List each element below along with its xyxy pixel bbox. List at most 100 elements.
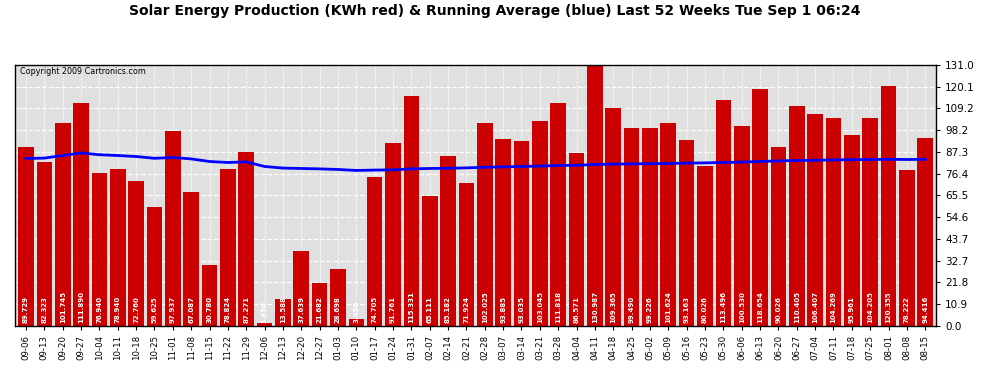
Bar: [477, 123, 493, 326]
Text: 82.323: 82.323: [42, 297, 48, 324]
Bar: [679, 140, 694, 326]
Text: 85.182: 85.182: [446, 297, 451, 324]
Text: 93.885: 93.885: [500, 297, 506, 324]
Text: 78.824: 78.824: [225, 296, 231, 324]
Bar: [422, 196, 438, 326]
Bar: [165, 131, 180, 326]
Text: 67.087: 67.087: [188, 297, 194, 324]
Text: 106.407: 106.407: [812, 291, 818, 324]
Bar: [37, 162, 52, 326]
Text: 28.698: 28.698: [335, 297, 341, 324]
Text: 111.818: 111.818: [555, 291, 561, 324]
Text: 110.405: 110.405: [794, 291, 800, 324]
Text: 86.571: 86.571: [573, 297, 579, 324]
Text: 101.745: 101.745: [59, 291, 65, 324]
Bar: [770, 147, 786, 326]
Text: 1.650: 1.650: [261, 302, 267, 324]
Bar: [660, 123, 676, 326]
Text: 71.924: 71.924: [463, 296, 469, 324]
Text: 109.365: 109.365: [610, 292, 616, 324]
Bar: [606, 108, 621, 326]
Text: 99.226: 99.226: [646, 297, 653, 324]
Text: 89.729: 89.729: [23, 297, 29, 324]
Text: 101.624: 101.624: [665, 292, 671, 324]
Text: 93.035: 93.035: [519, 297, 525, 324]
Text: 87.271: 87.271: [244, 297, 249, 324]
Bar: [697, 166, 713, 326]
Bar: [568, 153, 584, 326]
Text: 90.026: 90.026: [775, 297, 781, 324]
Text: 97.937: 97.937: [170, 296, 176, 324]
Bar: [404, 96, 419, 326]
Text: 130.987: 130.987: [592, 291, 598, 324]
Text: 21.682: 21.682: [317, 297, 323, 324]
Text: 37.639: 37.639: [298, 297, 304, 324]
Bar: [348, 319, 364, 326]
Bar: [532, 121, 547, 326]
Bar: [752, 90, 768, 326]
Bar: [202, 264, 218, 326]
Bar: [293, 251, 309, 326]
Bar: [312, 283, 328, 326]
Text: Solar Energy Production (KWh red) & Running Average (blue) Last 52 Weeks Tue Sep: Solar Energy Production (KWh red) & Runn…: [130, 4, 860, 18]
Bar: [716, 100, 732, 326]
Bar: [550, 103, 566, 326]
Bar: [367, 177, 382, 326]
Text: 30.780: 30.780: [207, 296, 213, 324]
Text: 13.588: 13.588: [280, 297, 286, 324]
Bar: [807, 114, 823, 326]
Text: 111.890: 111.890: [78, 291, 84, 324]
Text: 94.416: 94.416: [923, 296, 929, 324]
Bar: [73, 103, 89, 326]
Text: 59.625: 59.625: [151, 297, 157, 324]
Text: 104.269: 104.269: [831, 292, 837, 324]
Bar: [331, 268, 346, 326]
Text: 102.025: 102.025: [482, 292, 488, 324]
Bar: [495, 139, 511, 326]
Bar: [643, 128, 657, 326]
Bar: [18, 147, 34, 326]
Text: 65.111: 65.111: [427, 297, 433, 324]
Bar: [183, 192, 199, 326]
Bar: [147, 207, 162, 326]
Bar: [129, 181, 144, 326]
Bar: [844, 135, 859, 326]
Text: 99.490: 99.490: [629, 296, 635, 324]
Bar: [624, 128, 640, 326]
Text: 91.761: 91.761: [390, 297, 396, 324]
Bar: [220, 169, 236, 326]
Bar: [385, 143, 401, 326]
Bar: [514, 141, 530, 326]
Bar: [441, 156, 455, 326]
Bar: [54, 123, 70, 326]
Text: Copyright 2009 Cartronics.com: Copyright 2009 Cartronics.com: [20, 68, 146, 76]
Text: 76.940: 76.940: [96, 296, 102, 324]
Text: 118.654: 118.654: [757, 292, 763, 324]
Bar: [826, 118, 842, 326]
Text: 113.496: 113.496: [721, 291, 727, 324]
Bar: [862, 118, 878, 326]
Text: 78.940: 78.940: [115, 296, 121, 324]
Text: 104.205: 104.205: [867, 292, 873, 324]
Text: 95.961: 95.961: [848, 297, 854, 324]
Text: 115.331: 115.331: [409, 292, 415, 324]
Bar: [275, 299, 291, 326]
Text: 78.222: 78.222: [904, 297, 910, 324]
Bar: [458, 183, 474, 326]
Text: 93.163: 93.163: [684, 297, 690, 324]
Text: 100.530: 100.530: [739, 292, 744, 324]
Bar: [918, 138, 933, 326]
Bar: [899, 170, 915, 326]
Text: 120.355: 120.355: [885, 292, 892, 324]
Text: 80.026: 80.026: [702, 297, 708, 324]
Bar: [110, 169, 126, 326]
Text: 3.450: 3.450: [353, 301, 359, 324]
Bar: [789, 106, 805, 326]
Text: 74.705: 74.705: [371, 296, 377, 324]
Text: 103.045: 103.045: [537, 291, 543, 324]
Bar: [92, 172, 107, 326]
Bar: [734, 126, 749, 326]
Bar: [256, 322, 272, 326]
Text: 72.760: 72.760: [133, 297, 140, 324]
Bar: [881, 86, 896, 326]
